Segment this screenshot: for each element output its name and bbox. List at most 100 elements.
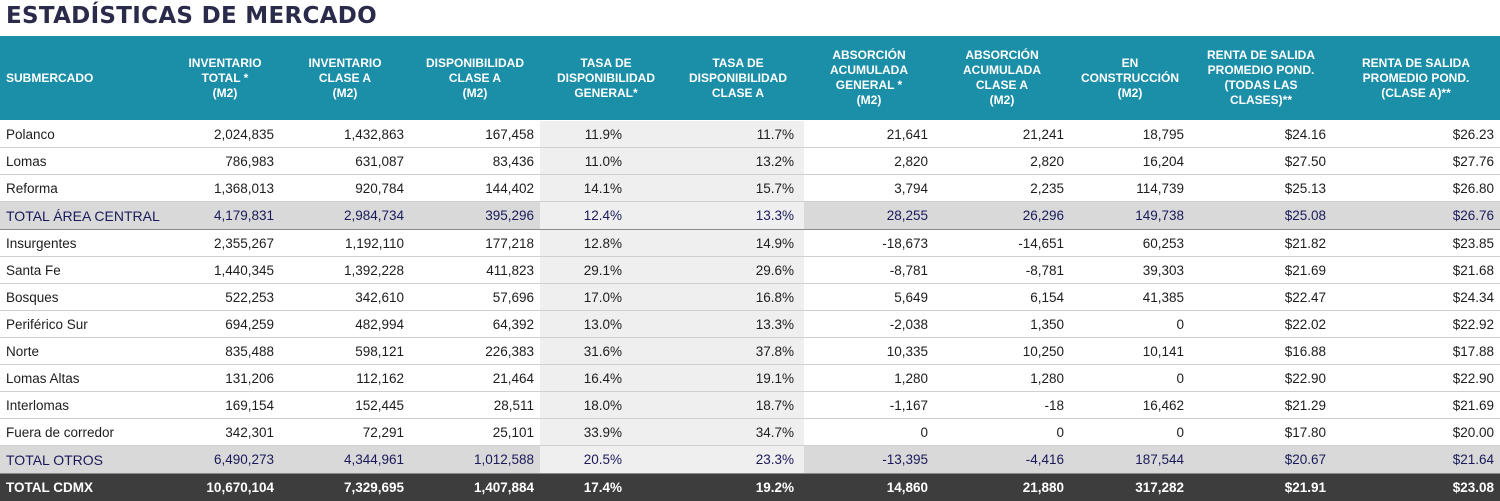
cell-tasa-disp-general: 13.0%: [540, 310, 672, 338]
header-line: (M2): [989, 93, 1015, 107]
cell-inventario-clase-a: 482,994: [280, 310, 410, 338]
column-header-tasa-disp-clase-a: TASA DE DISPONIBILIDAD CLASE A: [672, 36, 804, 121]
cell-submercado: Periférico Sur: [0, 310, 170, 338]
cell-absorcion-general: 5,649: [804, 283, 934, 311]
table-row: Bosques 522,253 342,610 57,696 17.0% 16.8% 5,6…: [0, 283, 1500, 311]
cell-absorcion-general: 21,641: [804, 120, 934, 148]
header-line: ACUMULADA: [830, 63, 908, 77]
table-header-row: SUBMERCADO INVENTARIO TOTAL * (M2) INVENTARI…: [0, 36, 1500, 121]
cell-renta-todas: $21.29: [1190, 391, 1332, 419]
cell-tasa-disp-clase-a: 13.3%: [672, 310, 804, 338]
cell-renta-todas: $21.69: [1190, 256, 1332, 284]
cell-renta-clase-a: $21.68: [1332, 256, 1500, 284]
cell-submercado: Fuera de corredor: [0, 418, 170, 446]
header-line: EN: [1121, 55, 1139, 70]
cell-submercado: Reforma: [0, 174, 170, 202]
cell-absorcion-clase-a: 21,880: [934, 473, 1070, 501]
header-line: (M2): [212, 85, 238, 100]
header-line: ABSORCIÓN: [965, 48, 1039, 62]
cell-absorcion-clase-a: 21,241: [934, 120, 1070, 148]
cell-renta-clase-a: $20.00: [1332, 418, 1500, 446]
header-line: DISPONIBILIDAD: [688, 70, 787, 85]
cell-inventario-total: 6,490,273: [170, 445, 280, 474]
cell-absorcion-clase-a: 26,296: [934, 201, 1070, 230]
cell-absorcion-clase-a: 10,250: [934, 337, 1070, 365]
header-line: ACUMULADA: [963, 63, 1041, 77]
cell-inventario-clase-a: 598,121: [280, 337, 410, 365]
header-line: INVENTARIO: [308, 55, 382, 70]
cell-tasa-disp-clase-a: 16.8%: [672, 283, 804, 311]
header-line: DISPONIBILIDAD: [556, 70, 655, 85]
cell-disponibilidad-clase-a: 25,101: [410, 418, 540, 446]
cell-en-construccion: 39,303: [1070, 256, 1190, 284]
cell-absorcion-general: -18,673: [804, 229, 934, 257]
cell-inventario-total: 694,259: [170, 310, 280, 338]
cell-inventario-total: 10,670,104: [170, 473, 280, 501]
cell-tasa-disp-clase-a: 37.8%: [672, 337, 804, 365]
cell-inventario-total: 342,301: [170, 418, 280, 446]
cell-tasa-disp-clase-a: 11.7%: [672, 120, 804, 148]
cell-en-construccion: 0: [1070, 310, 1190, 338]
cell-renta-clase-a: $17.88: [1332, 337, 1500, 365]
cell-en-construccion: 317,282: [1070, 473, 1190, 501]
cell-renta-clase-a: $21.64: [1332, 445, 1500, 474]
header-line: (CLASE A)**: [1381, 85, 1451, 100]
cell-submercado: Norte: [0, 337, 170, 365]
cell-disponibilidad-clase-a: 395,296: [410, 201, 540, 230]
cell-tasa-disp-general: 14.1%: [540, 174, 672, 202]
header-line: RENTA DE SALIDA: [1207, 48, 1315, 62]
header-line: (M2): [856, 93, 882, 107]
cell-absorcion-clase-a: -4,416: [934, 445, 1070, 474]
cell-absorcion-general: 14,860: [804, 473, 934, 501]
cell-renta-todas: $27.50: [1190, 147, 1332, 175]
cell-inventario-total: 835,488: [170, 337, 280, 365]
cell-inventario-total: 1,368,013: [170, 174, 280, 202]
cell-renta-clase-a: $21.69: [1332, 391, 1500, 419]
cell-submercado: Polanco: [0, 120, 170, 148]
column-header-submercado: SUBMERCADO: [0, 36, 170, 121]
cell-inventario-clase-a: 1,432,863: [280, 120, 410, 148]
cell-inventario-total: 786,983: [170, 147, 280, 175]
cell-renta-todas: $21.91: [1190, 473, 1332, 501]
column-header-tasa-disp-general: TASA DE DISPONIBILIDAD GENERAL*: [540, 36, 672, 121]
cell-tasa-disp-clase-a: 18.7%: [672, 391, 804, 419]
cell-submercado: TOTAL CDMX: [0, 473, 170, 501]
table-row: Insurgentes 2,355,267 1,192,110 177,218 12.8…: [0, 229, 1500, 257]
cell-renta-todas: $20.67: [1190, 445, 1332, 474]
cell-en-construccion: 60,253: [1070, 229, 1190, 257]
header-line: RENTA DE SALIDA: [1362, 55, 1470, 70]
cell-absorcion-clase-a: 0: [934, 418, 1070, 446]
cell-disponibilidad-clase-a: 144,402: [410, 174, 540, 202]
cell-submercado: Interlomas: [0, 391, 170, 419]
cell-en-construccion: 0: [1070, 418, 1190, 446]
cell-absorcion-clase-a: 6,154: [934, 283, 1070, 311]
cell-absorcion-general: -8,781: [804, 256, 934, 284]
column-header-disponibilidad-clase-a: DISPONIBILIDAD CLASE A (M2): [410, 36, 540, 121]
cell-renta-clase-a: $23.85: [1332, 229, 1500, 257]
cell-absorcion-general: 28,255: [804, 201, 934, 230]
cell-tasa-disp-general: 16.4%: [540, 364, 672, 392]
subtotal-row: TOTAL OTROS 6,490,273 4,344,961 1,012,588 20…: [0, 445, 1500, 474]
cell-inventario-clase-a: 920,784: [280, 174, 410, 202]
cell-tasa-disp-clase-a: 13.3%: [672, 201, 804, 230]
cell-inventario-total: 1,440,345: [170, 256, 280, 284]
cell-renta-clase-a: $26.23: [1332, 120, 1500, 148]
header-line: CLASES)**: [1229, 93, 1292, 107]
cell-tasa-disp-general: 18.0%: [540, 391, 672, 419]
cell-absorcion-general: -13,395: [804, 445, 934, 474]
cell-inventario-clase-a: 1,392,228: [280, 256, 410, 284]
cell-renta-todas: $22.90: [1190, 364, 1332, 392]
table-row: Polanco 2,024,835 1,432,863 167,458 11.9% 11.…: [0, 120, 1500, 148]
cell-renta-clase-a: $26.80: [1332, 174, 1500, 202]
subtotal-row: TOTAL ÁREA CENTRAL 4,179,831 2,984,734 395,…: [0, 201, 1500, 230]
cell-disponibilidad-clase-a: 28,511: [410, 391, 540, 419]
cell-tasa-disp-clase-a: 14.9%: [672, 229, 804, 257]
cell-tasa-disp-general: 12.8%: [540, 229, 672, 257]
cell-absorcion-general: 3,794: [804, 174, 934, 202]
header-line: CLASE A: [448, 70, 502, 85]
column-header-absorcion-general: ABSORCIÓN ACUMULADA GENERAL * (M2): [804, 36, 934, 121]
header-line: TASA DE: [712, 55, 764, 70]
market-stats-table: SUBMERCADO INVENTARIO TOTAL * (M2) INVENTARI…: [0, 36, 1500, 501]
cell-renta-clase-a: $27.76: [1332, 147, 1500, 175]
cell-absorcion-general: 2,820: [804, 147, 934, 175]
